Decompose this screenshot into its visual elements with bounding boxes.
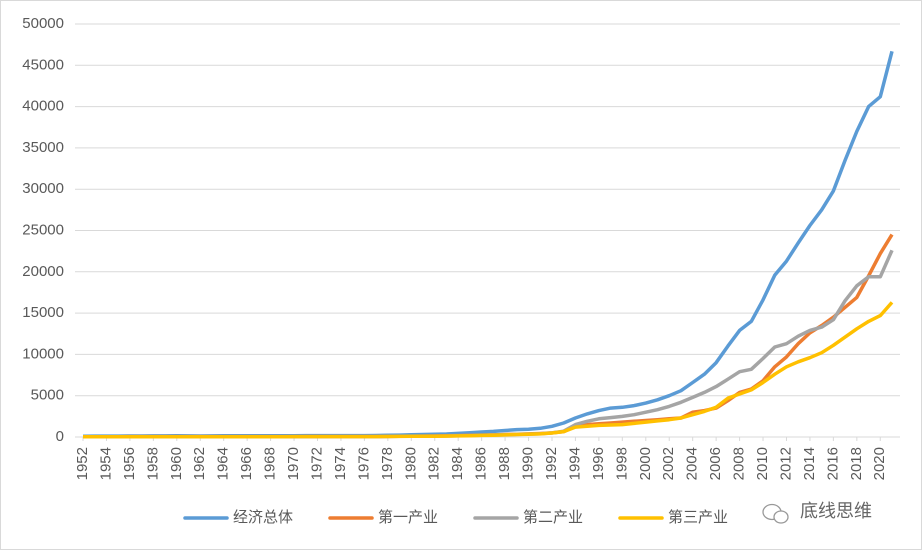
x-tick-label: 1960 [168,447,185,480]
x-tick-label: 1986 [473,447,490,480]
x-tick-label: 1972 [308,447,325,480]
x-tick-label: 1978 [379,447,396,480]
x-tick-label: 1998 [613,447,630,480]
x-tick-label: 1982 [426,447,443,480]
x-tick-label: 1976 [355,447,372,480]
legend-label: 第三产业 [668,508,728,526]
x-tick-label: 2000 [637,447,654,480]
x-tick-label: 1994 [566,447,583,480]
x-tick-label: 1962 [191,447,208,480]
watermark: 底线思维 [800,501,872,521]
x-tick-label: 2008 [731,447,748,480]
y-tick-label: 35000 [22,139,64,156]
x-tick-label: 1958 [144,447,161,480]
x-tick-label: 2014 [801,447,818,480]
x-tick-label: 1980 [402,447,419,480]
y-tick-label: 0 [56,428,64,445]
x-tick-label: 1968 [262,447,279,480]
x-tick-label: 2018 [848,447,865,480]
y-tick-label: 25000 [22,221,64,238]
x-tick-label: 2004 [684,447,701,480]
y-tick-label: 15000 [22,304,64,321]
x-tick-label: 1966 [238,447,255,480]
x-tick-label: 2020 [871,447,888,480]
x-tick-label: 1964 [215,447,232,480]
x-tick-label: 1956 [121,447,138,480]
x-tick-label: 2012 [777,447,794,480]
x-tick-label: 1970 [285,447,302,480]
data-line [82,301,894,439]
x-tick-label: 1996 [590,447,607,480]
y-tick-label: 5000 [31,387,64,404]
x-tick-label: 1992 [543,447,560,480]
x-tick-label: 2006 [707,447,724,480]
y-tick-label: 20000 [22,263,64,280]
y-tick-label: 45000 [22,56,64,73]
x-tick-label: 1954 [97,447,114,480]
y-tick-label: 30000 [22,180,64,197]
x-tick-label: 1990 [520,447,537,480]
x-tick-label: 2010 [754,447,771,480]
x-tick-label: 1952 [74,447,91,480]
y-tick-label: 10000 [22,345,64,362]
legend-label: 第一产业 [378,508,438,526]
x-tick-label: 2016 [824,447,841,480]
y-tick-label: 40000 [22,98,64,115]
x-tick-label: 1988 [496,447,513,480]
legend-label: 经济总体 [233,509,293,526]
legend-label: 第二产业 [523,508,583,526]
x-tick-label: 1974 [332,447,349,480]
x-tick-label: 2002 [660,447,677,480]
watermark-icon [762,503,789,524]
y-tick-label: 50000 [22,15,64,32]
x-tick-label: 1984 [449,447,466,480]
